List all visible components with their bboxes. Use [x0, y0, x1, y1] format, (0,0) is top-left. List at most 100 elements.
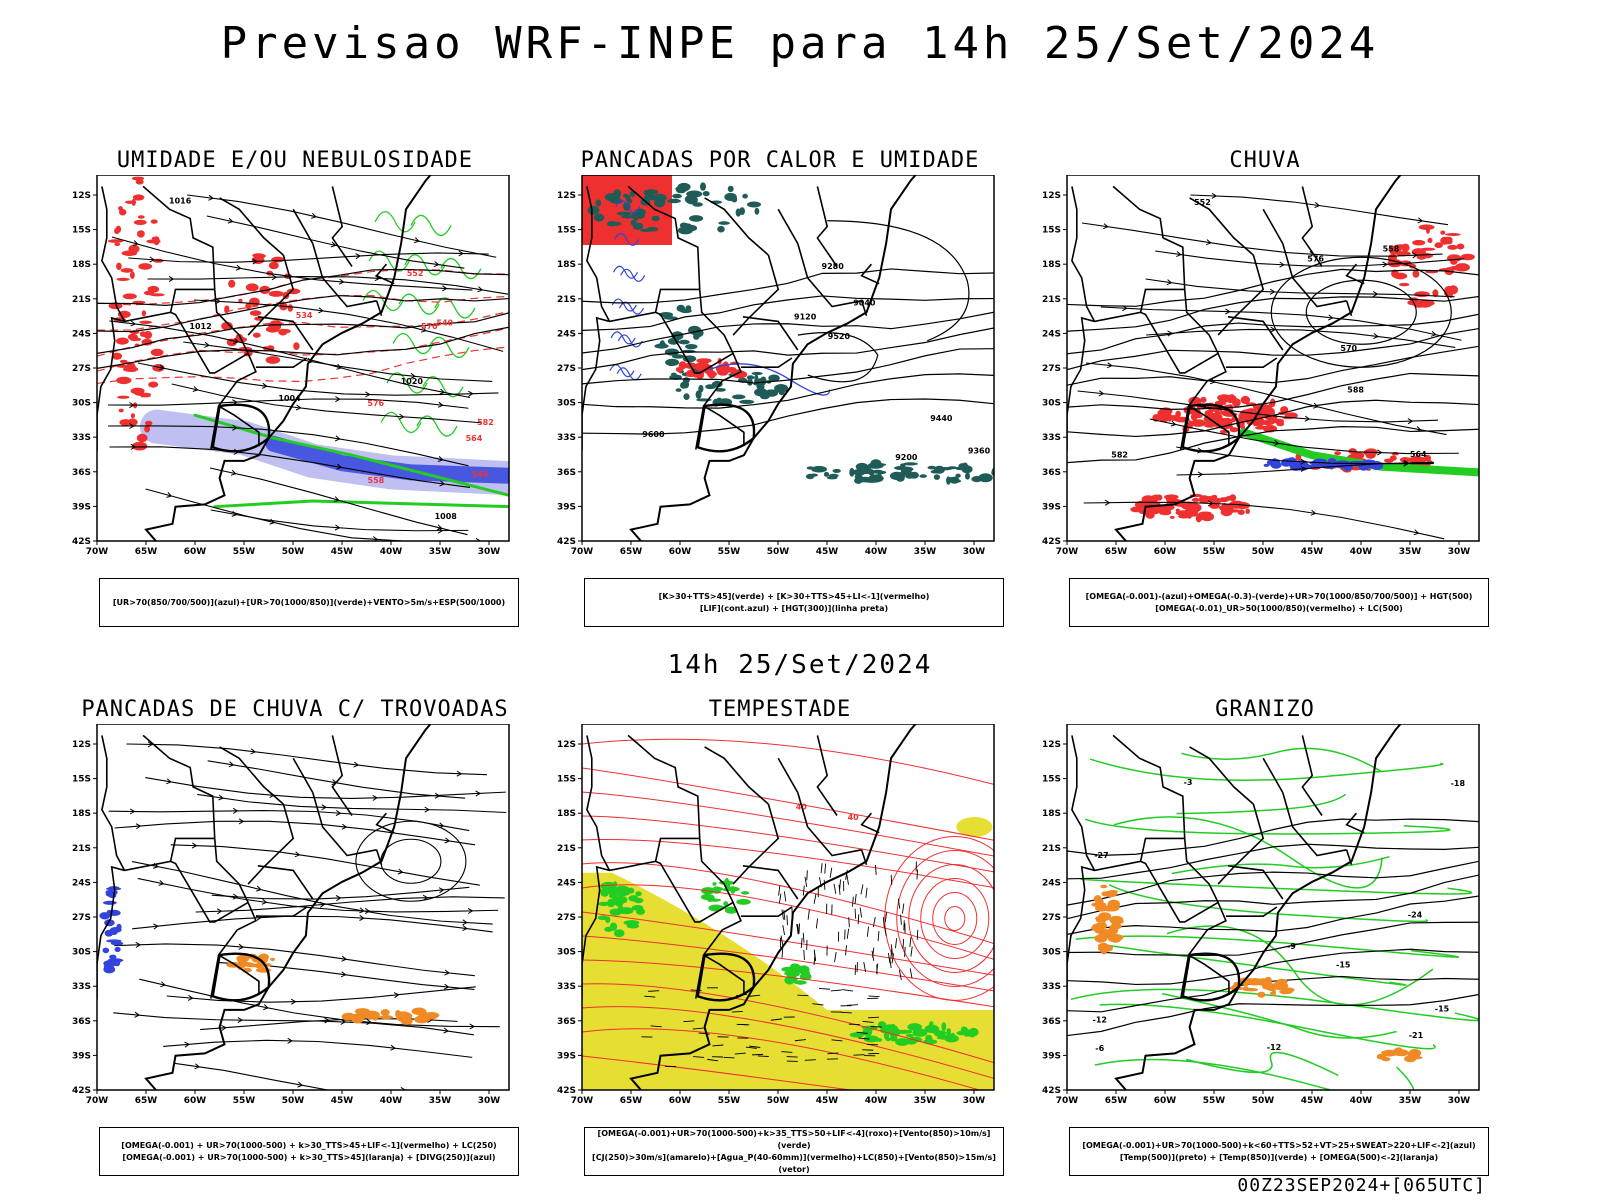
wind-vector	[778, 885, 781, 896]
wind-streamline	[107, 398, 469, 409]
streamline-arrow	[166, 492, 173, 498]
red-cloud-patch	[252, 253, 265, 258]
wind-vector	[839, 879, 841, 890]
hgt500-contour	[1305, 279, 1417, 345]
panel-legend: [OMEGA(-0.001)+UR>70(1000-500)+k<60+TTS>…	[1069, 1127, 1489, 1176]
red-cloud-patch	[120, 268, 134, 273]
streamline-arrow	[194, 1063, 201, 1070]
wind-vector	[815, 918, 819, 929]
lat-label: 39S	[72, 1051, 91, 1061]
temp500-contour	[1067, 948, 1479, 986]
streamline-arrow	[443, 983, 450, 990]
state-border	[860, 263, 880, 285]
lon-label: 55W	[233, 1096, 256, 1106]
instability-teal-area	[826, 476, 838, 480]
temp850-contour	[1108, 884, 1429, 923]
coastline-east	[629, 724, 917, 1090]
wind850-green-area	[604, 926, 613, 932]
rain-red-area	[1203, 421, 1216, 428]
lif-contour	[610, 286, 621, 292]
lon-label: 50W	[282, 1096, 305, 1106]
divergence-blue-area	[113, 958, 121, 967]
streamline-arrow	[261, 898, 268, 905]
streamline-arrow	[192, 386, 199, 392]
wind-vector	[916, 929, 919, 940]
streamline-arrow	[1310, 509, 1317, 516]
streamline-arrow	[294, 851, 301, 858]
wind-vector	[852, 896, 854, 907]
instability-teal-area	[955, 473, 961, 478]
wind-vector	[752, 1053, 764, 1056]
hgt300-contour	[582, 373, 994, 409]
temp500-contour	[1067, 975, 1479, 1013]
instability-teal-area	[681, 382, 686, 389]
wind850-green-area	[793, 965, 803, 971]
lat-label: 33S	[557, 982, 576, 992]
state-border	[142, 734, 216, 839]
state-border	[732, 254, 780, 336]
streamline-arrow	[398, 413, 405, 420]
divergence-blue-area	[110, 929, 118, 935]
contour-label: 1016	[169, 196, 192, 205]
streamline-arrow	[318, 307, 324, 314]
streamline-arrow	[462, 925, 468, 932]
uruguay-outline	[1181, 403, 1241, 453]
lc500-streamline	[1082, 222, 1443, 257]
coastline-east	[629, 175, 917, 541]
wind-vector	[782, 924, 785, 936]
lat-label: 24S	[1042, 329, 1061, 339]
lc250-streamline	[126, 743, 487, 776]
panel-tempestade: TEMPESTADE 40 40 12S 15S 18S 21S 24S 27S 30S 33S 3…	[540, 697, 1020, 1182]
lon-label: 35W	[1399, 547, 1422, 557]
wind-vector	[854, 908, 857, 919]
state-border	[169, 837, 215, 862]
lc250-streamline	[197, 793, 507, 814]
omega-orange-area	[1242, 986, 1250, 991]
red-cloud-patch	[245, 283, 259, 292]
lat-label: 33S	[1042, 433, 1061, 443]
red-cloud-patch	[228, 279, 236, 288]
instability-teal-area	[621, 215, 635, 219]
state-border	[1067, 860, 1219, 1003]
panel-title: UMIDADE E/OU NEBULOSIDADE	[116, 148, 474, 173]
hgt500-contour	[1067, 372, 1479, 410]
red-cloud-patch	[252, 332, 261, 338]
green-contour	[404, 254, 446, 276]
instability-teal-area	[665, 358, 680, 366]
state-border	[1262, 208, 1284, 244]
wind850-green-area	[741, 891, 750, 895]
green-contour	[360, 305, 369, 309]
lon-label: 60W	[1154, 547, 1177, 557]
lif-contour	[615, 200, 641, 214]
wind850-green-area	[609, 908, 623, 916]
wind850-green-area	[922, 1039, 938, 1045]
panel-legend: [K>30+TTS>45](verde) + [K>30+TTS>45+LI<-…	[584, 578, 1004, 627]
wind850-green-area	[723, 901, 729, 907]
wind-vector	[891, 953, 895, 964]
hgt300-contour	[827, 220, 970, 342]
rain-red-area	[1258, 425, 1268, 429]
lat-label: 12S	[72, 191, 91, 201]
rain-red-area	[1245, 508, 1250, 515]
streamline-arrow	[439, 388, 446, 395]
lat-label: 30S	[72, 948, 91, 958]
lat-label: 21S	[72, 295, 91, 305]
wind-vector	[846, 874, 849, 885]
contour-label: 9200	[895, 453, 918, 462]
wind-vector	[862, 1049, 874, 1051]
streamline-arrow	[168, 275, 175, 283]
rain-red-area	[1164, 494, 1179, 500]
streamline-arrow	[252, 258, 258, 265]
state-border	[97, 860, 249, 1003]
wind850-green-area	[598, 901, 611, 906]
wind-vector	[845, 945, 847, 956]
streamline-arrow	[334, 524, 341, 531]
rain-red-area	[1190, 419, 1206, 427]
omega-orange-area	[1103, 890, 1118, 898]
wind-vector	[804, 876, 808, 887]
instability-teal-area	[903, 468, 912, 477]
map-umidade: 1004 1012 1016 1020 1008 576 582 570 564 558 552 54…	[72, 175, 510, 557]
rain-red-area	[1447, 244, 1458, 250]
divergence-blue-area	[114, 946, 121, 953]
streamline-arrow	[364, 907, 371, 915]
